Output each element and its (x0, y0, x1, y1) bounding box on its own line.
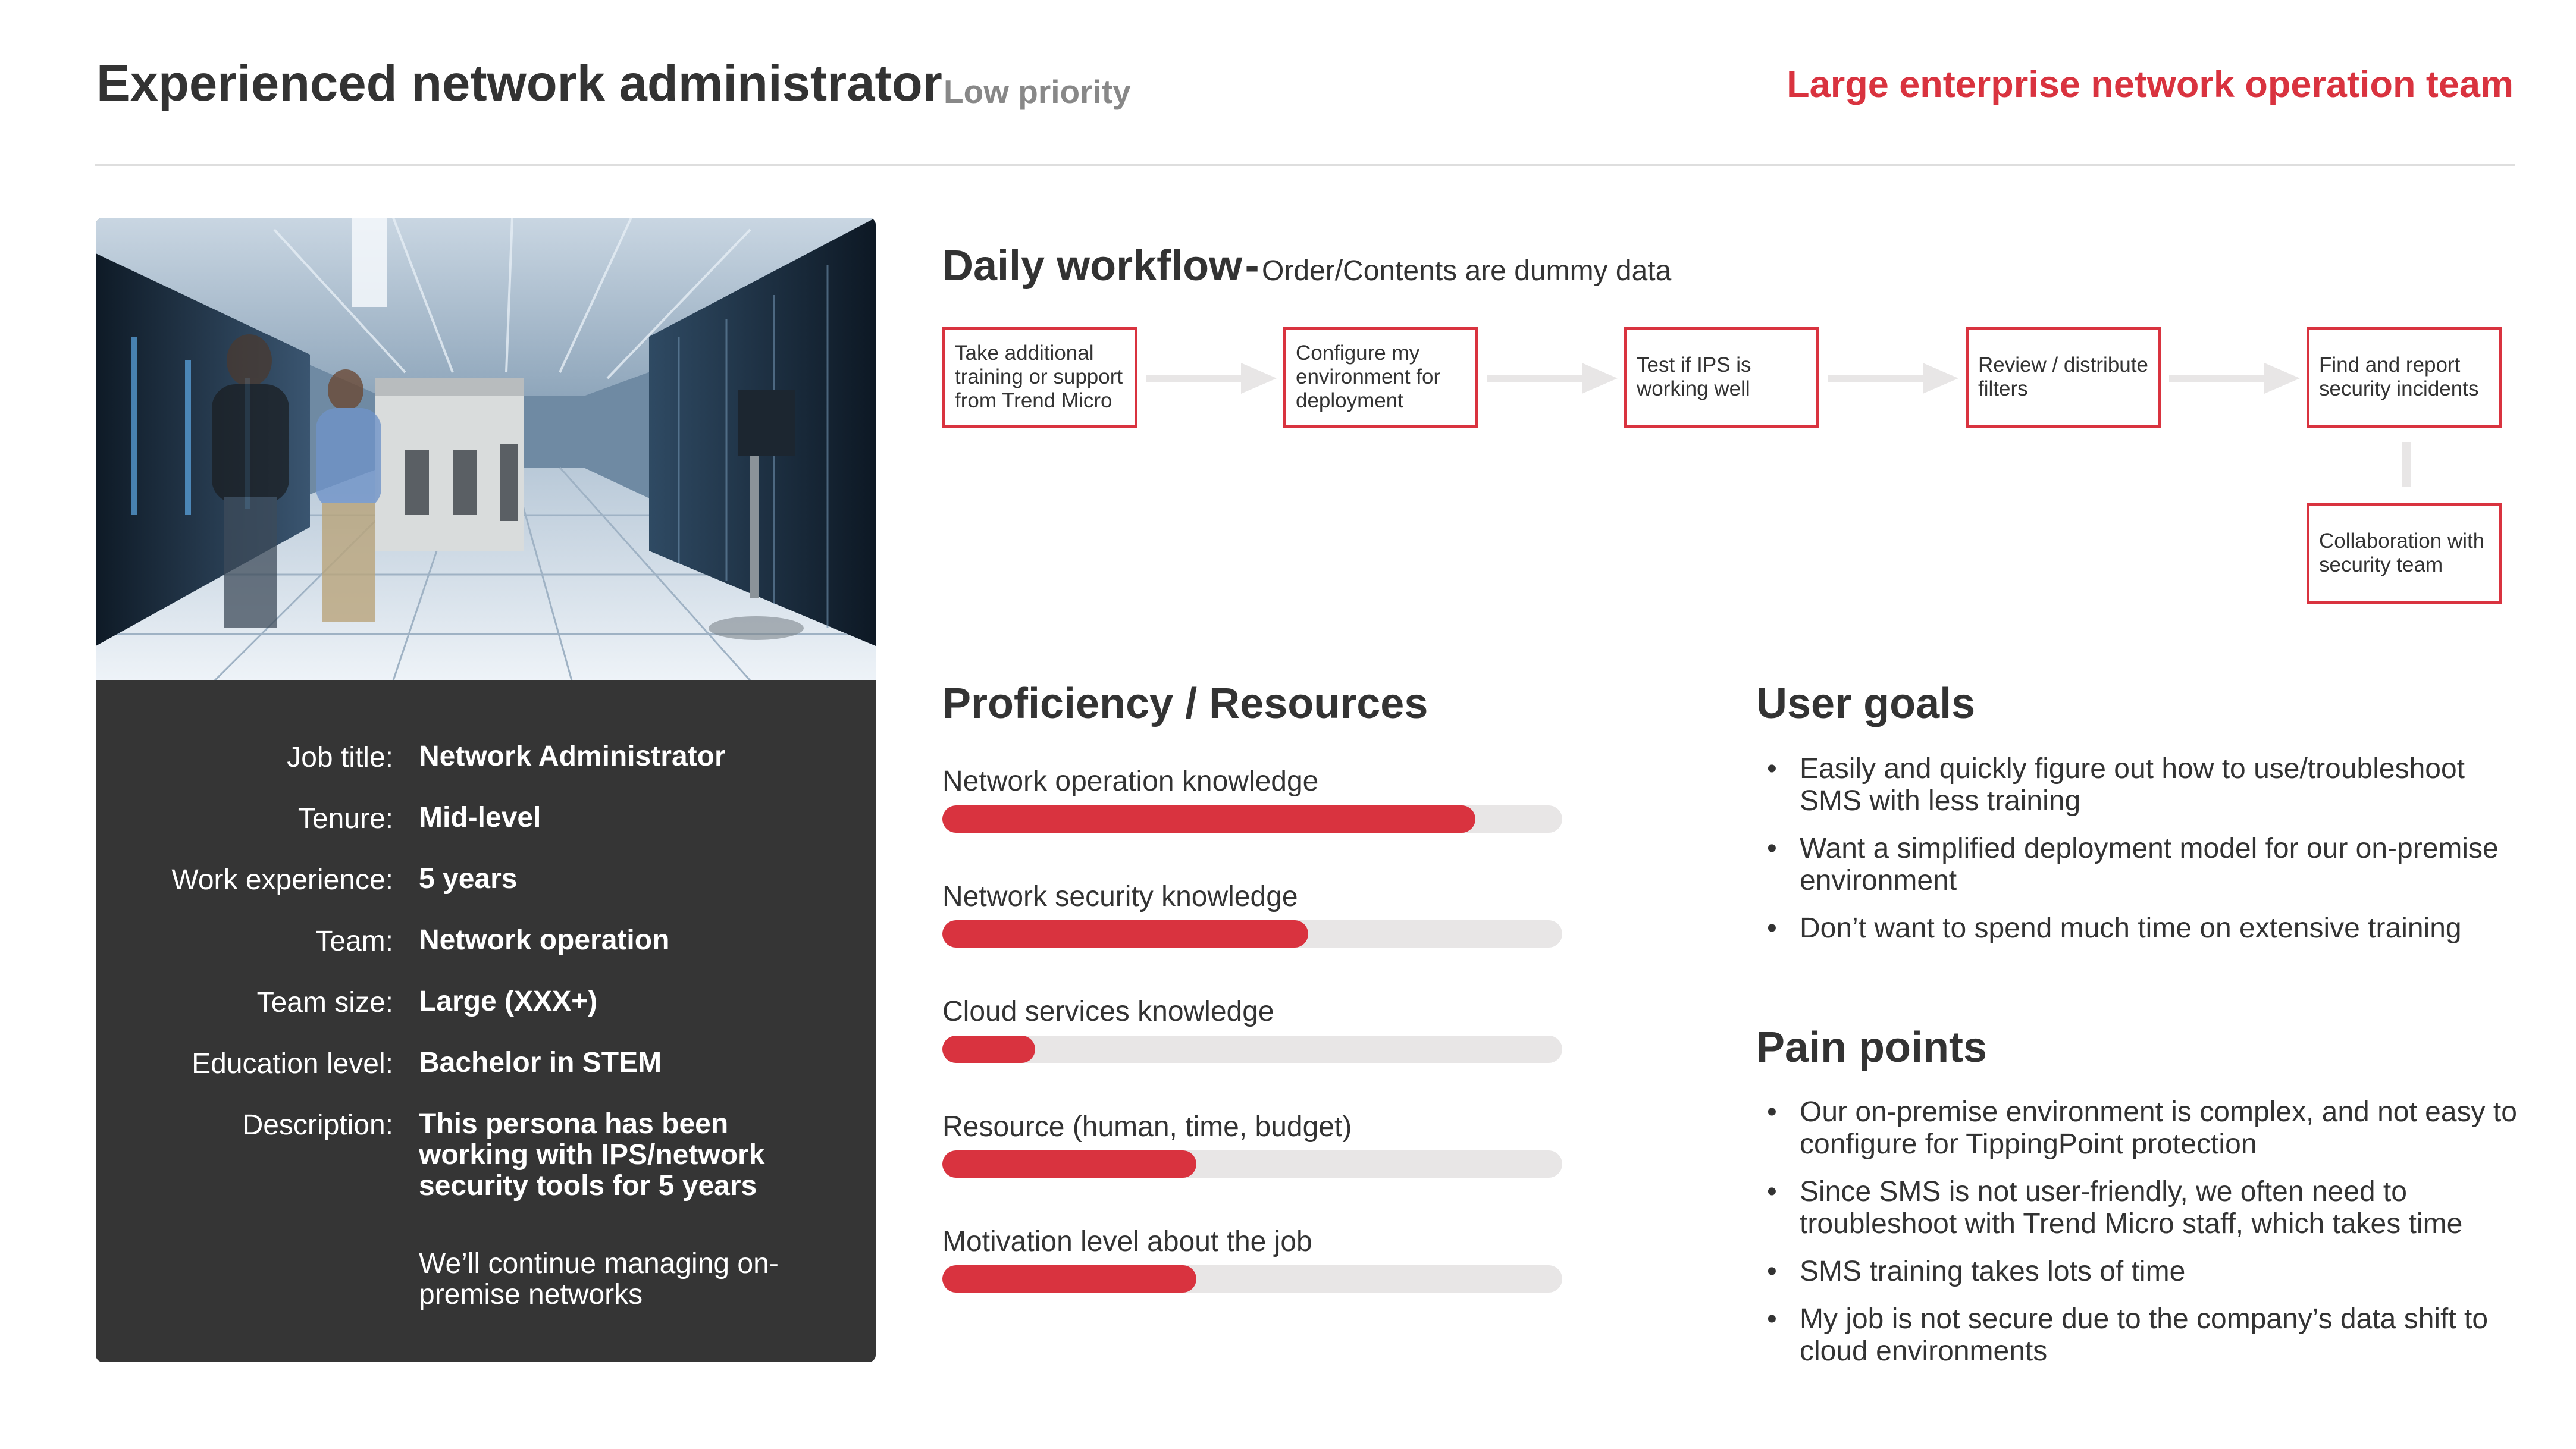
proficiency-bar (942, 1265, 1562, 1293)
proficiency-label: Cloud services knowledge (942, 996, 1274, 1027)
proficiency-label: Motivation level about the job (942, 1226, 1312, 1257)
list-item: • SMS training takes lots of time (1756, 1256, 2524, 1288)
arrow-right-icon (1828, 363, 1958, 394)
education-level-value: Bachelor in STEM (419, 1047, 662, 1078)
bullet-icon: • (1767, 753, 1777, 785)
proficiency-bar-fill (942, 920, 1308, 948)
workflow-title: Daily workflow (942, 242, 1243, 290)
team-value: Network operation (419, 924, 670, 956)
workflow-step-3: Test if IPS is working well (1624, 327, 1819, 428)
description-note: We’ll continue managing on-premise netwo… (419, 1248, 779, 1310)
bullet-icon: • (1767, 1176, 1777, 1208)
proficiency-title: Proficiency / Resources (942, 680, 1428, 727)
description-value: This persona has been working with IPS/n… (419, 1108, 765, 1202)
list-item: • Don’t want to spend much time on extens… (1756, 912, 2524, 945)
list-item: • My job is not secure due to the company… (1756, 1303, 2524, 1368)
team-name: Large enterprise network operation team (1787, 64, 2514, 105)
list-item-text: Easily and quickly figure out how to use… (1800, 753, 2465, 817)
tenure-label: Tenure: (297, 803, 393, 835)
list-item-text: My job is not secure due to the company’… (1800, 1303, 2489, 1367)
persona-card: Job title: Network Administrator Tenure:… (96, 218, 876, 1362)
arrow-right-icon (1487, 363, 1618, 394)
proficiency-label: Network operation knowledge (942, 766, 1319, 797)
list-item-text: Don’t want to spend much time on extensi… (1800, 912, 2462, 944)
workflow-step-1: Take additional training or support from… (942, 327, 1137, 428)
list-item: • Our on-premise environment is complex, … (1756, 1096, 2524, 1161)
user-goals-list: • Easily and quickly figure out how to us… (1756, 753, 2524, 960)
list-item: • Since SMS is not user-friendly, we ofte… (1756, 1176, 2524, 1240)
team-label: Team: (315, 926, 393, 957)
persona-photo (96, 218, 876, 680)
proficiency-bar-fill (942, 1150, 1197, 1178)
workflow-note: Order/Contents are dummy data (1262, 255, 1672, 287)
workflow-separator: - (1245, 242, 1259, 290)
bullet-icon: • (1767, 912, 1777, 944)
list-item: • Want a simplified deployment model for … (1756, 833, 2524, 897)
proficiency-bar (942, 920, 1562, 948)
priority-badge: Low priority (944, 73, 1131, 110)
proficiency-label: Network security knowledge (942, 881, 1298, 912)
proficiency-bar-fill (942, 1265, 1197, 1293)
list-item-text: Since SMS is not user-friendly, we often… (1800, 1176, 2463, 1240)
header-divider (95, 164, 2515, 166)
description-label: Description: (242, 1109, 393, 1141)
proficiency-bar (942, 1036, 1562, 1063)
tenure-value: Mid-level (419, 802, 541, 833)
proficiency-bar (942, 805, 1562, 833)
pain-points-list: • Our on-premise environment is complex, … (1756, 1096, 2524, 1383)
proficiency-bar (942, 1150, 1562, 1178)
work-experience-value: 5 years (419, 863, 518, 895)
proficiency-bar-fill (942, 1036, 1036, 1063)
education-level-label: Education level: (192, 1048, 393, 1080)
arrow-right-icon (2169, 363, 2300, 394)
workflow-step-4: Review / distribute filters (1966, 327, 2161, 428)
pain-points-title: Pain points (1756, 1024, 1988, 1071)
workflow-step-2: Configure my environment for deployment (1283, 327, 1478, 428)
workflow-step-5: Find and report security incidents (2307, 327, 2502, 428)
list-item-text: Want a simplified deployment model for o… (1800, 833, 2499, 896)
team-size-label: Team size: (256, 987, 393, 1018)
proficiency-bar-fill (942, 805, 1476, 833)
page-title: Experienced network administrator (96, 55, 942, 112)
bullet-icon: • (1767, 1303, 1777, 1335)
job-title-value: Network Administrator (419, 741, 726, 772)
arrow-right-icon (1146, 363, 1277, 394)
proficiency-label: Resource (human, time, budget) (942, 1111, 1352, 1143)
bullet-icon: • (1767, 1256, 1777, 1287)
work-experience-label: Work experience: (171, 864, 393, 896)
workflow-branch-step: Collaboration with security team (2307, 503, 2502, 604)
workflow-branch-connector (2402, 442, 2411, 487)
list-item: • Easily and quickly figure out how to us… (1756, 753, 2524, 817)
bullet-icon: • (1767, 1096, 1777, 1128)
job-title-label: Job title: (287, 742, 393, 773)
list-item-text: Our on-premise environment is complex, a… (1800, 1096, 2517, 1160)
team-size-value: Large (XXX+) (419, 986, 598, 1017)
user-goals-title: User goals (1756, 680, 1976, 727)
workflow-heading: Daily workflow - Order/Contents are dumm… (942, 242, 1671, 290)
bullet-icon: • (1767, 833, 1777, 864)
list-item-text: SMS training takes lots of time (1800, 1256, 2186, 1287)
